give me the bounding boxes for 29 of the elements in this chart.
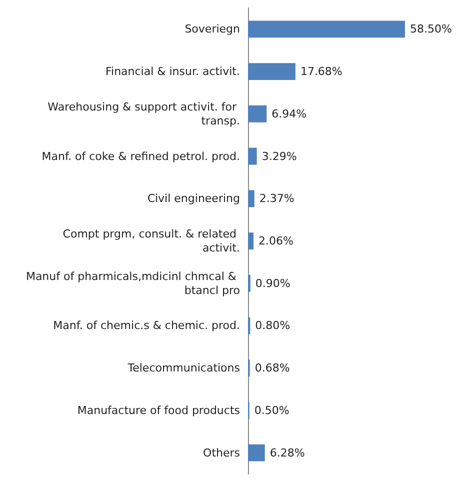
bar [248,20,405,38]
y-tick-label: Others [203,446,240,460]
bar [248,232,254,250]
y-tick-label: Manuf of pharmicals,mdicinl chmcal & btancl pro [26,270,240,297]
data-label: 2.37% [259,192,294,206]
data-label: 6.94% [272,107,307,120]
data-label: 6.28% [270,446,305,460]
y-tick-label: Civil engineering [147,192,240,206]
y-tick-label: Compt prgm, consult. & related activit. [62,228,240,254]
y-tick-label: Manf. of chemic.s & chemic. prod. [53,319,240,332]
data-label: 0.68% [254,362,290,375]
y-tick-label: Telecommunications [126,362,240,375]
y-tick-label: Soveriegn [184,22,240,36]
data-label: 58.50% [410,22,452,36]
data-label: 3.29% [262,150,297,163]
data-label: 0.80% [255,319,290,332]
y-tick-label: Warehousing & support activit. for transp. [48,100,240,128]
y-tick-label: Financial & insur. activit. [105,65,240,78]
data-label: 17.68% [300,65,342,78]
data-label: 2.06% [258,234,294,248]
data-label: 0.50% [254,404,290,417]
bar [248,190,254,208]
bar [248,63,296,80]
bar [248,148,257,165]
y-tick-label: Manf. of coke & refined petrol. prod. [42,150,240,163]
bar [248,444,265,462]
bar [248,105,267,122]
y-tick-label: Manufacture of food products [77,404,240,417]
data-label: 0.90% [255,276,290,290]
